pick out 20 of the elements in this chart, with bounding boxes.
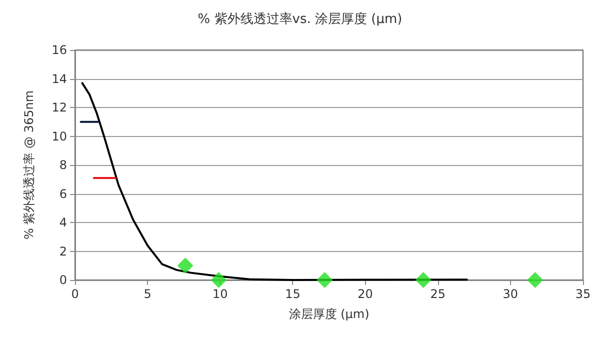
x-tick-label: 0	[71, 287, 79, 301]
y-axis-title: % 紫外线透过率 @ 365nm	[22, 90, 36, 240]
y-tick-label: 12	[52, 100, 67, 114]
x-tick-label: 10	[212, 287, 228, 301]
y-tick-label: 16	[52, 43, 67, 57]
y-tick-label: 10	[52, 129, 67, 144]
y-tick-label: 4	[59, 216, 67, 230]
y-tick-label: 6	[59, 186, 67, 201]
x-tick-label: 25	[430, 287, 446, 301]
x-tick-label: 20	[358, 287, 373, 301]
chart-title: % 紫外线透过率vs. 涂层厚度 (µm)	[198, 11, 402, 27]
x-tick-label: 15	[285, 287, 300, 301]
x-tick-label: 35	[575, 287, 591, 301]
x-tick-label: 5	[144, 287, 152, 301]
x-tick-label: 30	[502, 287, 518, 301]
y-tick-label: 8	[59, 158, 67, 172]
x-axis-title: 涂层厚度 (µm)	[288, 307, 370, 321]
y-tick-label: 14	[52, 72, 67, 86]
y-tick-label: 0	[59, 273, 67, 287]
y-tick-label: 2	[59, 244, 67, 258]
